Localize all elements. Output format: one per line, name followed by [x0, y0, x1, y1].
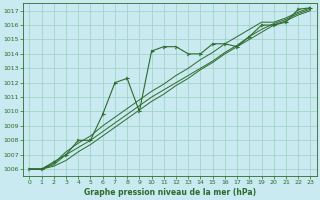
X-axis label: Graphe pression niveau de la mer (hPa): Graphe pression niveau de la mer (hPa) [84, 188, 256, 197]
